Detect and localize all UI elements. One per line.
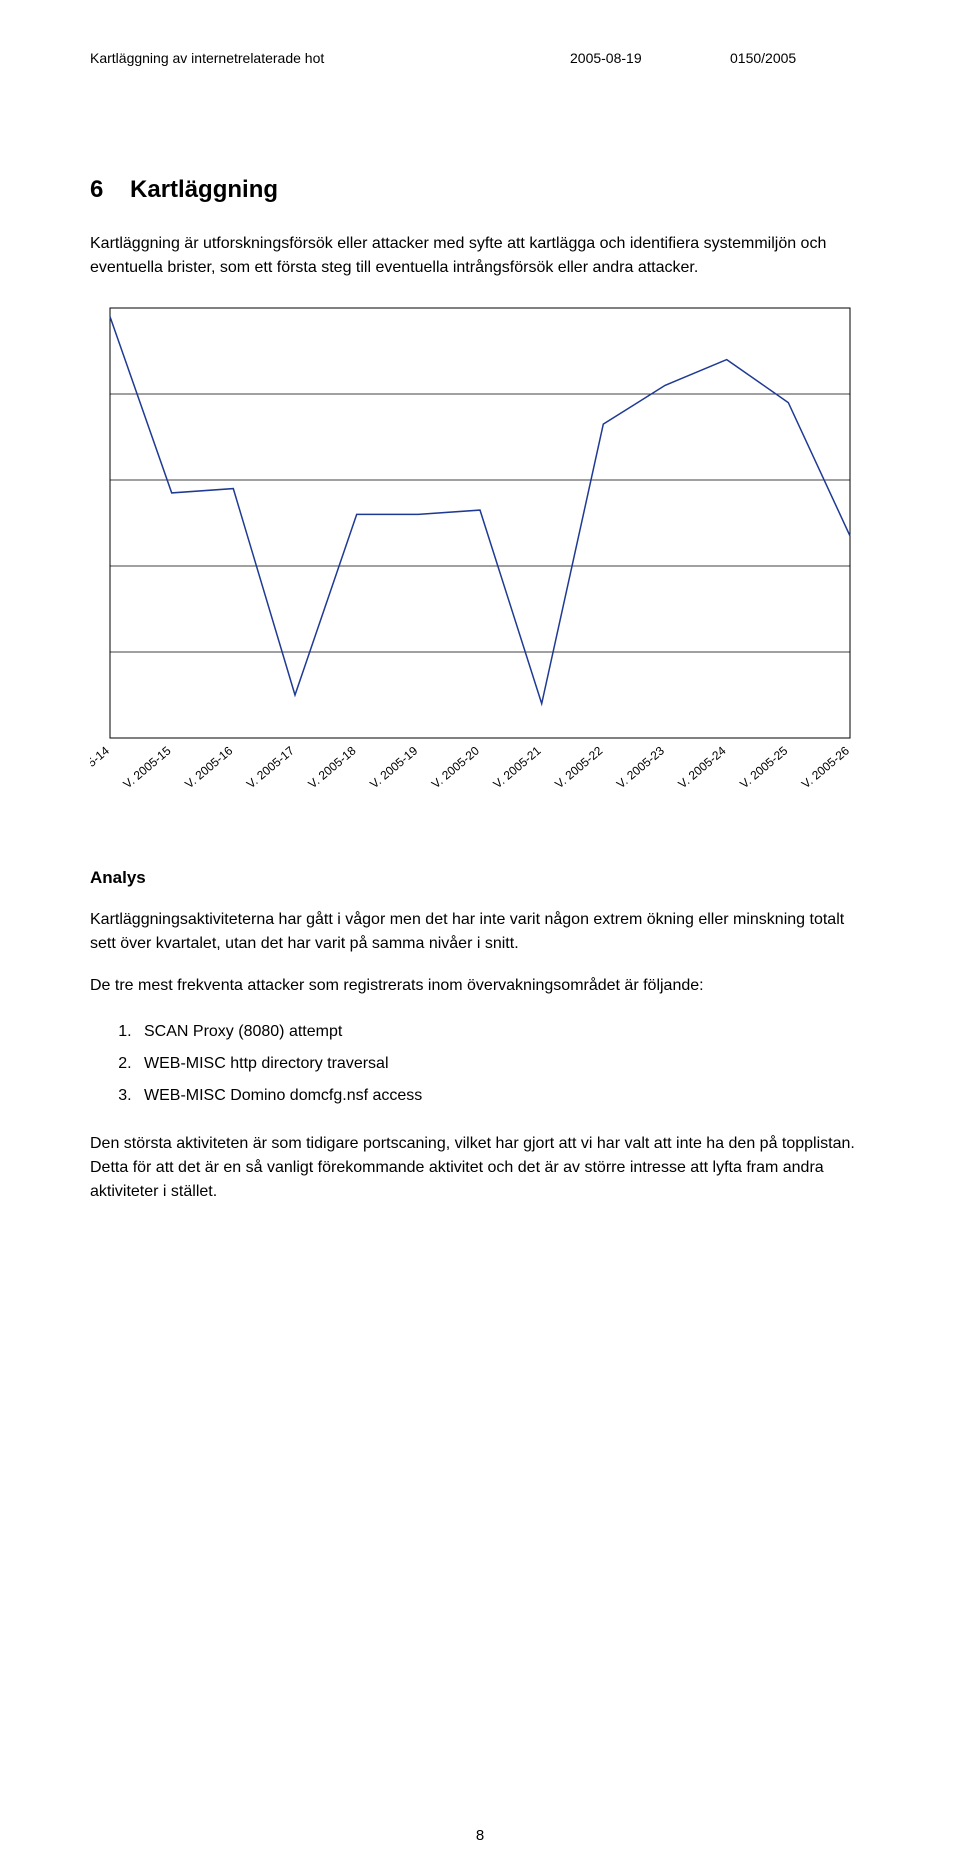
list-item: WEB-MISC Domino domcfg.nsf access (136, 1080, 870, 1112)
analys-p1: Kartläggningsaktiviteterna har gått i vå… (90, 908, 870, 956)
svg-text:V. 2005-14: V. 2005-14 (90, 743, 112, 791)
list-item: WEB-MISC http directory traversal (136, 1048, 870, 1080)
header-ref: 0150/2005 (730, 50, 870, 66)
page-number: 8 (0, 1827, 960, 1844)
chart-svg: V. 2005-14 V. 2005-15V. 2005-16V. 2005-17… (90, 298, 870, 838)
svg-text:V. 2005-16: V. 2005-16 (182, 743, 235, 791)
svg-text:V. 2005-21: V. 2005-21 (490, 743, 543, 791)
header-date: 2005-08-19 (570, 50, 730, 66)
svg-text:V. 2005-22: V. 2005-22 (552, 743, 605, 791)
svg-text:V. 2005-25: V. 2005-25 (737, 743, 790, 791)
analys-heading: Analys (90, 868, 870, 888)
svg-text:V. 2005-17: V. 2005-17 (244, 743, 297, 791)
attack-list: SCAN Proxy (8080) attempt WEB-MISC http … (136, 1016, 870, 1112)
intro-paragraph: Kartläggning är utforskningsförsök eller… (90, 232, 870, 280)
line-chart: V. 2005-14 V. 2005-15V. 2005-16V. 2005-17… (90, 298, 870, 838)
svg-text:V. 2005-15: V. 2005-15 (120, 743, 173, 791)
analys-p2: De tre mest frekventa attacker som regis… (90, 974, 870, 998)
svg-text:V. 2005-18: V. 2005-18 (305, 743, 358, 791)
svg-text:V. 2005-20: V. 2005-20 (429, 743, 482, 791)
list-item: SCAN Proxy (8080) attempt (136, 1016, 870, 1048)
header-title: Kartläggning av internetrelaterade hot (90, 50, 570, 66)
section-heading: 6 Kartläggning (90, 176, 870, 204)
section-title-text: Kartläggning (130, 176, 278, 203)
section-number: 6 (90, 176, 103, 203)
svg-text:V. 2005-24: V. 2005-24 (675, 743, 728, 791)
svg-text:V. 2005-26: V. 2005-26 (799, 743, 852, 791)
svg-text:V. 2005-19: V. 2005-19 (367, 743, 420, 791)
svg-text:V. 2005-23: V. 2005-23 (614, 743, 667, 791)
page-header: Kartläggning av internetrelaterade hot 2… (90, 50, 870, 66)
analys-p3: Den största aktiviteten är som tidigare … (90, 1132, 870, 1204)
